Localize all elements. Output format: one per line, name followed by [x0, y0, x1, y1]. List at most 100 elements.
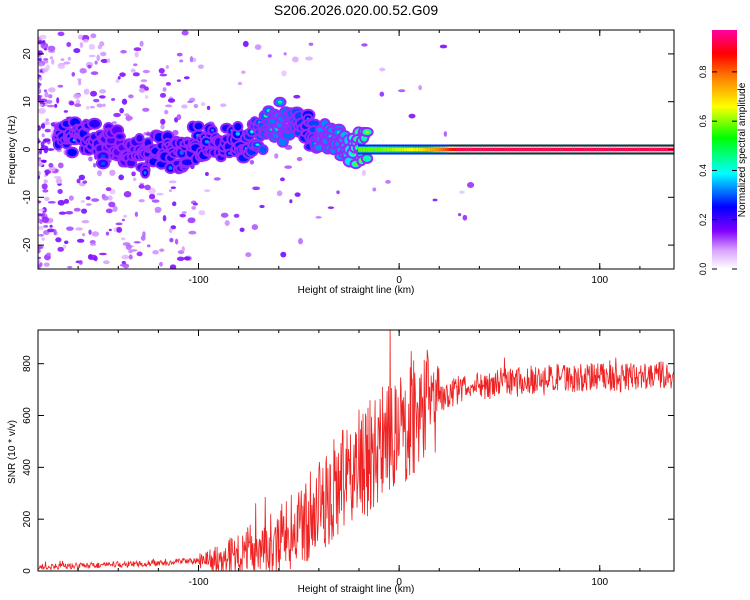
spectrogram-noise-blob	[78, 79, 82, 86]
spectrogram-band-core	[391, 148, 395, 151]
spectrogram-noise-blob	[54, 103, 58, 108]
spectrogram-noise-blob	[115, 222, 123, 226]
spectrogram-noise-blob	[191, 205, 197, 210]
spectrogram-band-core	[560, 148, 564, 151]
snr-ytick-label: 400	[22, 459, 33, 476]
spectrogram-xlabel: Height of straight line (km)	[298, 285, 415, 296]
spectrogram-noise-blob	[109, 188, 116, 195]
spectrogram-noise-blob	[133, 47, 142, 52]
spectrogram-band-core	[432, 148, 436, 151]
spectrogram-noise-blob	[213, 177, 221, 181]
spectrogram-noise-blob	[57, 31, 65, 37]
spectrogram-band-core	[480, 148, 484, 151]
spectrogram-noise-blob	[82, 38, 89, 44]
spectrogram-noise-blob	[67, 56, 72, 61]
spectrogram-band-core	[372, 148, 376, 151]
colorbar: 0.0 0.2 0.4 0.6 0.8 Normalized spectral ampl…	[698, 30, 748, 275]
spectrogram-band-core	[538, 148, 542, 151]
spectrogram-band-core	[654, 148, 658, 151]
spectrogram-noise-blob	[133, 241, 141, 244]
spectrogram-noise-blob	[132, 72, 140, 77]
spectrogram-noise-blob	[121, 261, 126, 265]
spectrogram-core	[211, 128, 215, 132]
spectrogram-band-core	[528, 148, 533, 151]
spectrogram-noise-blob	[142, 69, 150, 74]
spectrogram-band-core	[415, 148, 419, 151]
spectrogram-noise-blob	[57, 63, 66, 70]
spectrogram-band-core	[516, 148, 521, 151]
spectrogram-noise-blob	[379, 91, 385, 97]
spectrogram-band-core	[622, 148, 627, 151]
spectrogram-noise-blob	[123, 191, 132, 198]
spectrogram-band-core	[358, 148, 362, 151]
spectrogram-noise-blob	[49, 224, 53, 228]
spectrogram-band-core	[463, 148, 468, 151]
spectrogram-noise-blob	[82, 233, 86, 237]
spectrogram-band-core	[370, 148, 374, 151]
spectrogram-noise-blob	[88, 156, 93, 162]
spectrogram-noise-blob	[81, 220, 90, 224]
spectrogram-noise-blob	[439, 44, 448, 49]
spectrogram-noise-blob	[172, 129, 179, 136]
spectrogram-band-core	[550, 148, 554, 151]
spectrogram-noise-blob	[58, 211, 67, 215]
spectrogram-noise-blob	[120, 237, 126, 241]
spectrogram-noise-blob	[89, 239, 96, 245]
spectrogram-band-core	[656, 148, 660, 151]
spectrogram-noise-blob	[99, 95, 106, 99]
spectrogram-band-core	[632, 148, 636, 151]
spectrogram-band-core	[569, 148, 574, 151]
spectrogram-noise-blob	[466, 181, 475, 189]
spectrogram-noise-blob	[43, 179, 48, 184]
spectrogram-band-core	[584, 148, 588, 151]
spectrogram-noise-blob	[159, 92, 167, 98]
spectrogram-band-core	[389, 148, 393, 151]
spectrogram-noise-blob	[55, 177, 63, 185]
spectrogram-noise-blob	[90, 90, 98, 97]
spectrogram-noise-blob	[40, 42, 49, 49]
spectrogram-noise-blob	[280, 251, 287, 258]
spectrogram-noise-blob	[38, 208, 45, 212]
spectrogram-noise-blob	[160, 118, 166, 125]
snr-xtick-label: 0	[396, 577, 402, 588]
snr-xtick-label: -100	[188, 577, 208, 588]
spectrogram-noise-blob	[43, 138, 51, 142]
spectrogram-noise-blob	[151, 199, 160, 203]
spectrogram-noise-blob	[152, 249, 159, 255]
spectrogram-noise-blob	[73, 48, 81, 54]
colorbar-tick-label: 0.8	[698, 66, 708, 79]
spectrogram-ytick-label: -20	[22, 237, 33, 252]
spectrogram-noise-blob	[107, 195, 113, 201]
spectrogram-band-core	[365, 148, 369, 151]
spectrogram-band-core	[581, 148, 586, 151]
spectrogram-noise-blob	[99, 89, 107, 94]
spectrogram-noise-blob	[168, 189, 173, 193]
spectrogram-band-core	[589, 148, 593, 151]
spectrogram-cell	[89, 119, 101, 128]
spectrogram-noise-blob	[254, 44, 262, 50]
spectrogram-noise-blob	[233, 213, 240, 218]
spectrogram-noise-blob	[156, 192, 164, 196]
spectrogram-band-core	[459, 148, 463, 151]
spectrogram-noise-blob	[89, 254, 98, 261]
spectrogram-band-core	[579, 148, 583, 151]
spectrogram-noise-blob	[117, 76, 121, 80]
spectrogram-band-core	[473, 148, 477, 151]
spectrogram-noise-blob	[60, 58, 65, 61]
spectrogram-band-core	[605, 148, 610, 151]
spectrogram-band-core	[598, 148, 602, 151]
spectrogram-noise-blob	[291, 56, 299, 63]
spectrogram-noise-blob	[105, 187, 112, 192]
spectrogram-noise-blob	[119, 263, 128, 267]
spectrogram-band-core	[406, 148, 410, 151]
spectrogram-band-core	[536, 148, 540, 151]
spectrogram-noise-blob	[181, 246, 185, 252]
spectrogram-noise-blob	[183, 256, 191, 261]
spectrogram-noise-blob	[53, 229, 57, 236]
spectrogram-noise-blob	[147, 244, 151, 248]
spectrogram-noise-blob	[138, 184, 145, 189]
spectrogram-band-core	[430, 148, 434, 151]
spectrogram-noise-blob	[293, 94, 301, 99]
spectrogram-band-core	[649, 148, 653, 151]
spectrogram-noise-blob	[361, 43, 368, 47]
